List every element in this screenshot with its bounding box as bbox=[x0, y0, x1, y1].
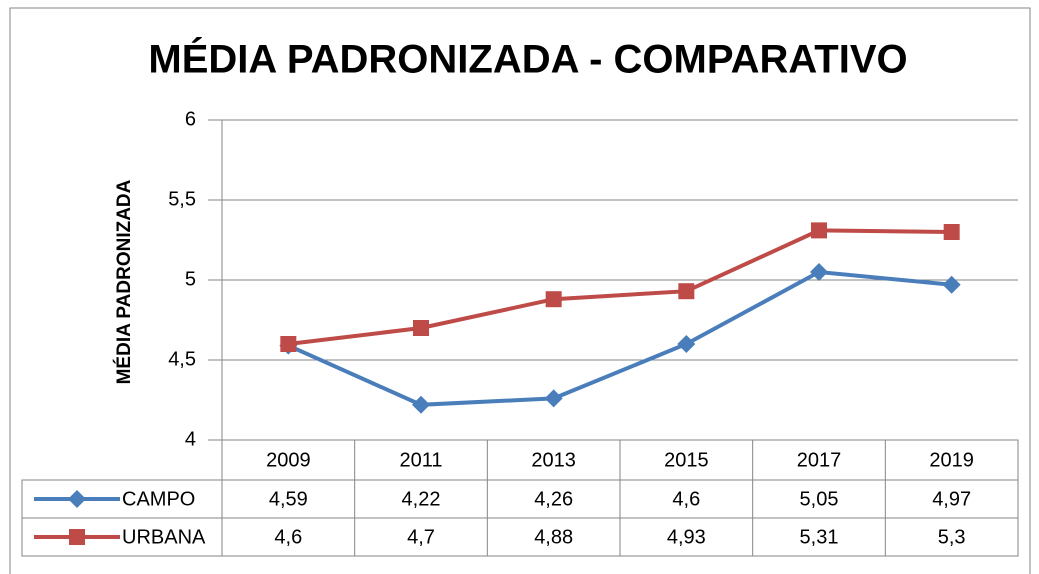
series-line bbox=[288, 228, 952, 346]
point bbox=[943, 224, 960, 240]
table-value: 4,93 bbox=[667, 526, 706, 548]
series-line bbox=[287, 269, 952, 407]
x-tick-label: 2009 bbox=[266, 449, 311, 471]
table-value: 4,6 bbox=[672, 488, 700, 510]
x-tick-label: 2019 bbox=[929, 449, 974, 471]
table-value: 4,59 bbox=[269, 488, 308, 510]
point bbox=[678, 283, 695, 300]
y-tick-label: 6 bbox=[185, 108, 196, 130]
table-value: 4,26 bbox=[534, 488, 573, 510]
point bbox=[810, 263, 828, 281]
table-value: 5,05 bbox=[800, 488, 839, 510]
point bbox=[412, 395, 430, 414]
legend-label: CAMPO bbox=[122, 488, 195, 510]
point bbox=[413, 320, 429, 336]
y-axis-label: MÉDIA PADRONIZADA bbox=[113, 179, 135, 384]
x-tick-label: 2013 bbox=[531, 449, 576, 471]
point bbox=[280, 336, 297, 352]
x-tick-label: 2015 bbox=[664, 449, 709, 471]
legend-marker bbox=[69, 529, 85, 545]
legend-marker bbox=[68, 490, 86, 508]
point bbox=[942, 275, 961, 294]
point bbox=[811, 222, 827, 239]
point bbox=[544, 389, 563, 408]
table-value: 4,22 bbox=[402, 488, 441, 510]
table-value: 5,31 bbox=[800, 526, 839, 548]
table-value: 4,7 bbox=[407, 526, 435, 548]
table-value: 4,6 bbox=[274, 526, 302, 548]
table-value: 4,88 bbox=[534, 526, 573, 548]
y-tick-label: 4 bbox=[185, 428, 196, 450]
y-tick-label: 5 bbox=[185, 268, 196, 290]
y-tick-label: 4,5 bbox=[168, 348, 196, 370]
chart-title: MÉDIA PADRONIZADA - COMPARATIVO bbox=[148, 37, 907, 82]
table-value: 4,97 bbox=[932, 488, 971, 510]
x-tick-label: 2011 bbox=[399, 449, 442, 471]
y-tick-label: 5,5 bbox=[168, 188, 196, 210]
point bbox=[545, 291, 562, 308]
legend-label: URBANA bbox=[122, 526, 206, 548]
point bbox=[677, 335, 696, 353]
x-tick-label: 2017 bbox=[797, 449, 842, 471]
table-value: 5,3 bbox=[938, 526, 966, 548]
